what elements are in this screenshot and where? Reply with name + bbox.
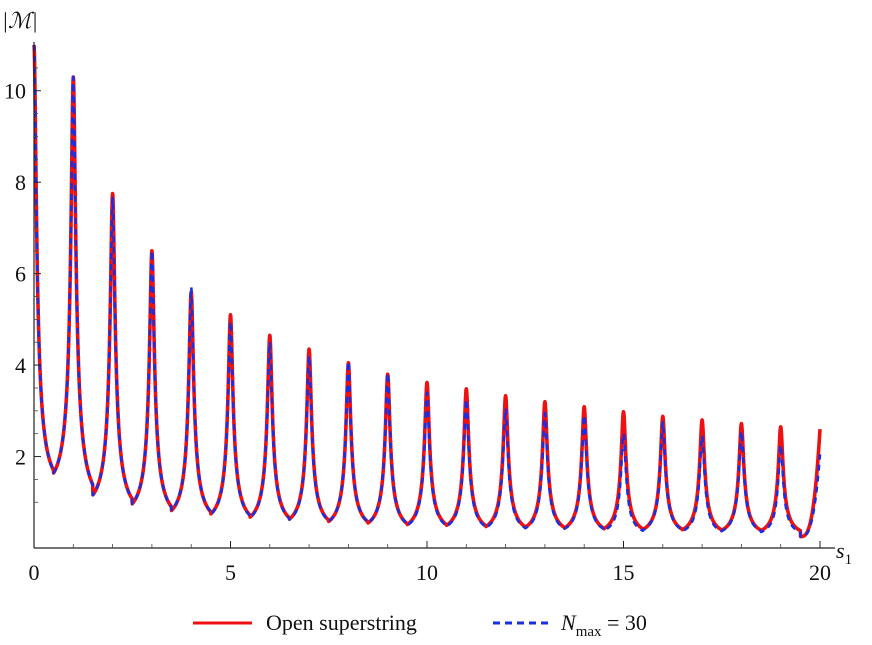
y-tick-label: 6 — [15, 262, 26, 287]
series-nmax-30 — [32, 44, 822, 538]
plot-lines — [32, 44, 822, 539]
series-open-superstring — [32, 44, 822, 539]
y-tick-label: 10 — [4, 79, 26, 104]
legend: Open superstring Nmax = 30 — [193, 610, 647, 640]
x-tick-label: 15 — [613, 560, 635, 585]
x-tick-label: 0 — [29, 560, 40, 585]
x-tick-label: 5 — [225, 560, 236, 585]
x-ticks: 0 5 10 15 20 — [29, 541, 831, 585]
x-axis-label-subscript: 1 — [845, 552, 853, 568]
legend-label-nmax: Nmax = 30 — [560, 610, 647, 640]
y-tick-label: 2 — [15, 445, 26, 470]
x-tick-label: 20 — [809, 560, 831, 585]
y-tick-label: 8 — [15, 170, 26, 195]
y-tick-label: 4 — [15, 353, 26, 378]
x-tick-label: 10 — [416, 560, 438, 585]
x-axis-label: s1 — [836, 538, 852, 568]
legend-label-open-superstring: Open superstring — [266, 610, 417, 635]
y-ticks: 2 4 6 8 10 — [4, 67, 41, 503]
y-axis-label: |ℳ| — [2, 8, 38, 33]
